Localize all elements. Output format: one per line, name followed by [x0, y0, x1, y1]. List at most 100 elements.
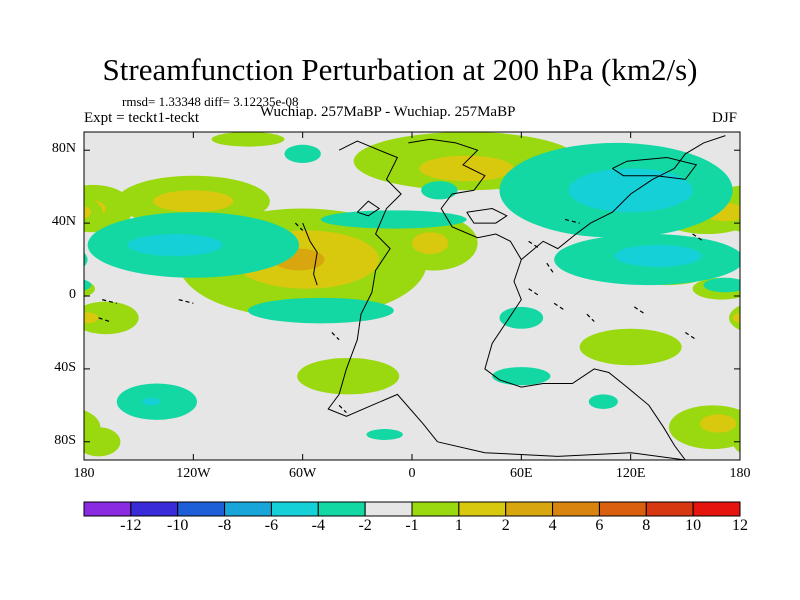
- island-outline: [546, 262, 555, 275]
- y-tick-label: 80S: [54, 432, 76, 448]
- x-tick-label: 120E: [615, 466, 646, 481]
- colorbar-label: 12: [732, 517, 748, 534]
- island-outline: [102, 299, 117, 304]
- island-outline: [692, 233, 704, 242]
- colorbar-label: 6: [595, 517, 604, 534]
- coastline: [356, 200, 381, 217]
- contour-region-level-4: [699, 414, 737, 433]
- colorbar-swatch: [598, 501, 647, 517]
- island-outline: [178, 299, 194, 304]
- island-outline: [553, 302, 566, 312]
- contour-region-level--2: [492, 367, 551, 386]
- contour-region-level--4: [142, 398, 161, 406]
- contour-region-level--2: [84, 279, 92, 291]
- contour-region-level--2: [248, 297, 394, 324]
- colorbar-label: -2: [358, 517, 372, 534]
- contour-region-level--2: [284, 144, 321, 163]
- y-tick-label: 40S: [54, 359, 76, 375]
- colorbar-label: -10: [167, 517, 189, 534]
- colorbar-label: 2: [501, 517, 510, 534]
- colorbar-label: 4: [548, 517, 557, 534]
- contour-region-level-4: [412, 232, 449, 255]
- colorbar-swatch: [364, 501, 413, 517]
- coastline: [520, 135, 726, 260]
- y-tick-label: 0: [69, 287, 76, 302]
- colorbar-label: -1: [405, 517, 419, 534]
- contour-region-level-4: [732, 312, 740, 324]
- experiment-label: Expt = teckt1-teckt: [84, 110, 200, 126]
- colorbar: [83, 501, 741, 517]
- contour-region-level-2: [211, 132, 285, 147]
- contour-region-level--4: [127, 234, 223, 256]
- island-outline: [331, 332, 340, 341]
- colorbar-swatch: [645, 501, 694, 517]
- island-outline: [586, 313, 595, 322]
- season-label: DJF: [712, 110, 738, 126]
- coastline: [302, 222, 318, 286]
- island-outline: [338, 404, 347, 414]
- colorbar-swatch: [83, 501, 132, 517]
- colorbar-swatch: [177, 501, 226, 517]
- contour-region-level--2: [588, 394, 618, 409]
- colorbar-swatch: [505, 501, 554, 517]
- contour-region-level--4: [568, 168, 693, 213]
- island-outline: [528, 240, 540, 250]
- contour-region-level--2: [421, 181, 458, 200]
- contour-region-level--2: [320, 210, 467, 229]
- colorbar-label: 8: [642, 517, 651, 534]
- contour-region-level-2: [84, 301, 139, 335]
- rmsd-diff-label: rmsd= 1.33348 diff= 3.12235e-08: [122, 94, 299, 109]
- contour-fill-layer: [84, 132, 740, 457]
- colorbar-swatch: [552, 501, 600, 517]
- colorbar-label: 1: [454, 517, 463, 534]
- x-tick-label: 180: [729, 466, 751, 481]
- colorbar-swatch: [224, 501, 272, 517]
- x-tick-label: 180: [73, 466, 95, 481]
- colorbar-swatch: [692, 501, 741, 517]
- experiment-period-label: Wuchiap. 257MaBP - Wuchiap. 257MaBP: [260, 104, 516, 120]
- chart-title: Streamfunction Perturbation at 200 hPa (…: [102, 52, 698, 87]
- coastline: [466, 207, 508, 224]
- colorbar-label: 10: [685, 517, 702, 534]
- contour-region-level-2: [84, 195, 103, 229]
- y-tick-label: 40N: [51, 214, 76, 230]
- y-tick-label: 80N: [51, 141, 76, 157]
- colorbar-swatch: [458, 501, 507, 517]
- x-tick-label: 60W: [289, 466, 317, 481]
- colorbar-label: -4: [311, 517, 325, 534]
- contour-region-level-2: [84, 410, 101, 445]
- coastline: [408, 138, 686, 460]
- colorbar-label: -12: [120, 517, 142, 534]
- island-outline: [528, 288, 540, 297]
- island-outline: [564, 218, 580, 224]
- contour-region-level--2: [366, 429, 403, 440]
- colorbar-label: -6: [264, 517, 279, 534]
- contour-region-level-4: [153, 190, 234, 213]
- coastline: [437, 441, 686, 460]
- coastline: [612, 156, 698, 180]
- axis-ticks: [83, 132, 741, 460]
- contour-region-level--2: [499, 306, 544, 329]
- contour-region-level--2: [84, 252, 88, 267]
- contour-region-level-2: [297, 357, 400, 395]
- island-outline: [685, 331, 697, 341]
- contour-region-level-2: [579, 328, 682, 366]
- colorbar-swatch: [270, 501, 319, 517]
- colorbar-label: -8: [217, 517, 232, 534]
- colorbar-swatch: [317, 501, 366, 517]
- colorbar-swatch: [130, 501, 179, 517]
- island-outline: [633, 306, 646, 315]
- contour-region-level-4: [84, 205, 92, 219]
- x-tick-label: 120W: [176, 466, 211, 481]
- colorbar-swatch: [411, 501, 460, 517]
- contour-region-level-4: [84, 312, 99, 324]
- coastline-layer: [98, 135, 726, 460]
- island-outline: [98, 317, 110, 323]
- coastline: [327, 140, 438, 443]
- x-tick-label: 0: [408, 466, 416, 481]
- island-outline: [294, 222, 304, 231]
- contour-region-level-4: [419, 155, 515, 182]
- x-tick-label: 60E: [510, 466, 533, 481]
- contour-region-level--2: [703, 277, 740, 293]
